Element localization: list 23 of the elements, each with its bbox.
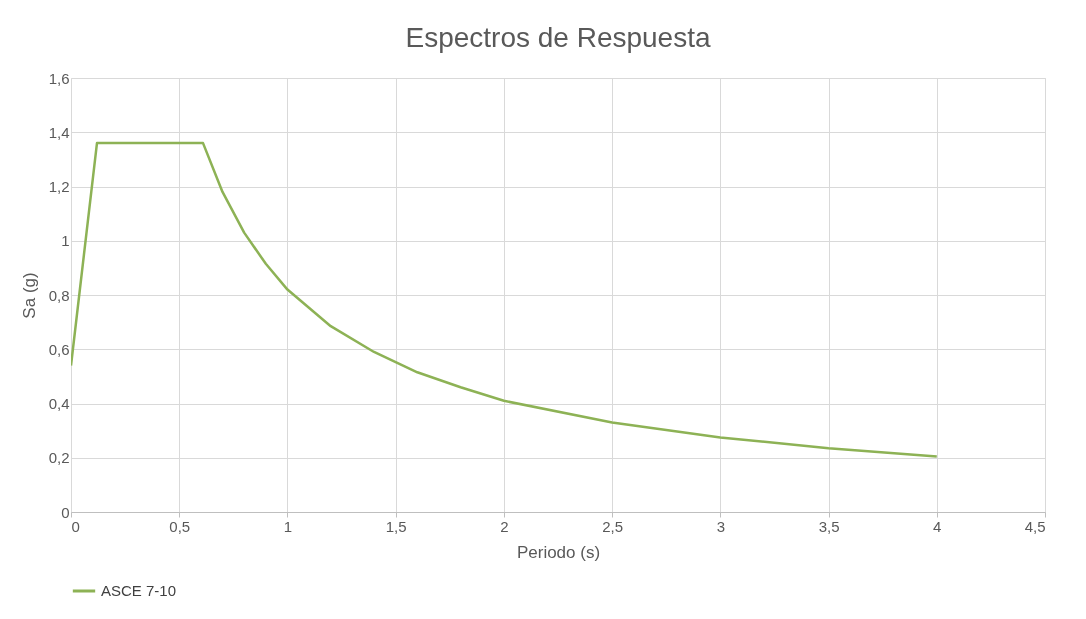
y-tick-label: 1,6 (48, 69, 70, 87)
x-tick-label: 0,5 (169, 517, 191, 535)
y-axis-title: Sa (g) (19, 272, 39, 319)
y-tick-label: 0,8 (48, 286, 70, 304)
y-tick-label: 1,2 (48, 178, 70, 195)
y-tick-label: 1 (61, 232, 70, 250)
x-tick-label: 1,5 (385, 517, 407, 535)
y-tick-label: 0,2 (48, 449, 70, 467)
y-tick-label: 0,4 (48, 395, 70, 412)
y-tick-label: 0,6 (48, 340, 70, 358)
y-tick-label: 0 (61, 503, 70, 521)
x-tick-label: 1 (283, 517, 293, 535)
x-axis-title: Periodo (s) (516, 542, 601, 562)
chart-title: Espectros de Respuesta (405, 22, 711, 53)
x-tick-label: 3 (716, 517, 726, 535)
x-tick-label: 4 (933, 517, 942, 535)
legend-label: ASCE 7-10 (101, 582, 177, 599)
line-series (71, 141, 939, 458)
y-tick-label: 1,4 (48, 123, 70, 141)
x-tick-label: 3,5 (818, 517, 840, 535)
x-tick-label: 4,5 (1024, 517, 1046, 535)
x-tick-label: 2 (500, 517, 509, 535)
x-tick-label: 2,5 (602, 517, 624, 535)
